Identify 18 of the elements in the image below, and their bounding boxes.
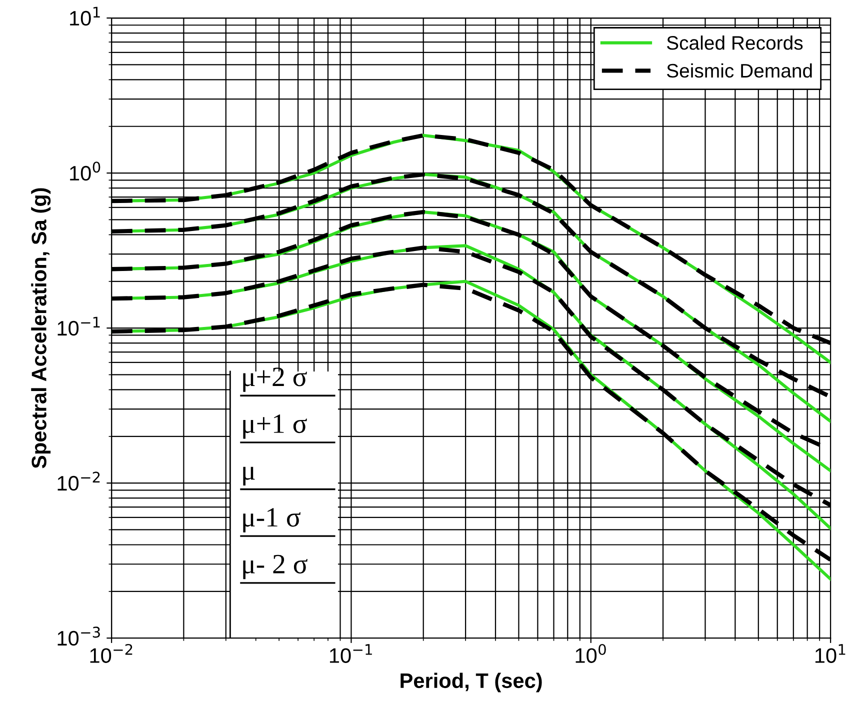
x-tick-label: 10$^{−1}$	[330, 644, 372, 663]
y-tick-label: 10$^{1}$	[70, 6, 100, 26]
annotation: μ+2 σ	[243, 368, 307, 392]
annotation: μ+1 σ	[243, 414, 307, 439]
x-tick-label: 10$^{1}$	[815, 644, 846, 663]
x-axis-title: Period, T (sec)	[400, 672, 542, 692]
x-tick-label: 10$^{−2}$	[90, 644, 132, 663]
annotation: μ- 2 σ	[243, 554, 308, 580]
legend-label: Scaled Records	[666, 36, 803, 50]
y-tick-label: 10$^{−1}$	[58, 316, 100, 336]
annotation: μ-1 σ	[243, 508, 300, 532]
y-tick-label: 10$^{−3}$	[58, 626, 100, 646]
y-axis-title: Spectral Acceleration, Sa (g)	[31, 188, 51, 468]
x-tick-label: 10$^{0}$	[576, 644, 606, 663]
y-tick-label: 10$^{0}$	[70, 162, 100, 181]
annotation: μ	[243, 466, 255, 486]
legend-label: Seismic Demand	[666, 63, 812, 78]
y-tick-label: 10$^{−2}$	[58, 472, 100, 491]
